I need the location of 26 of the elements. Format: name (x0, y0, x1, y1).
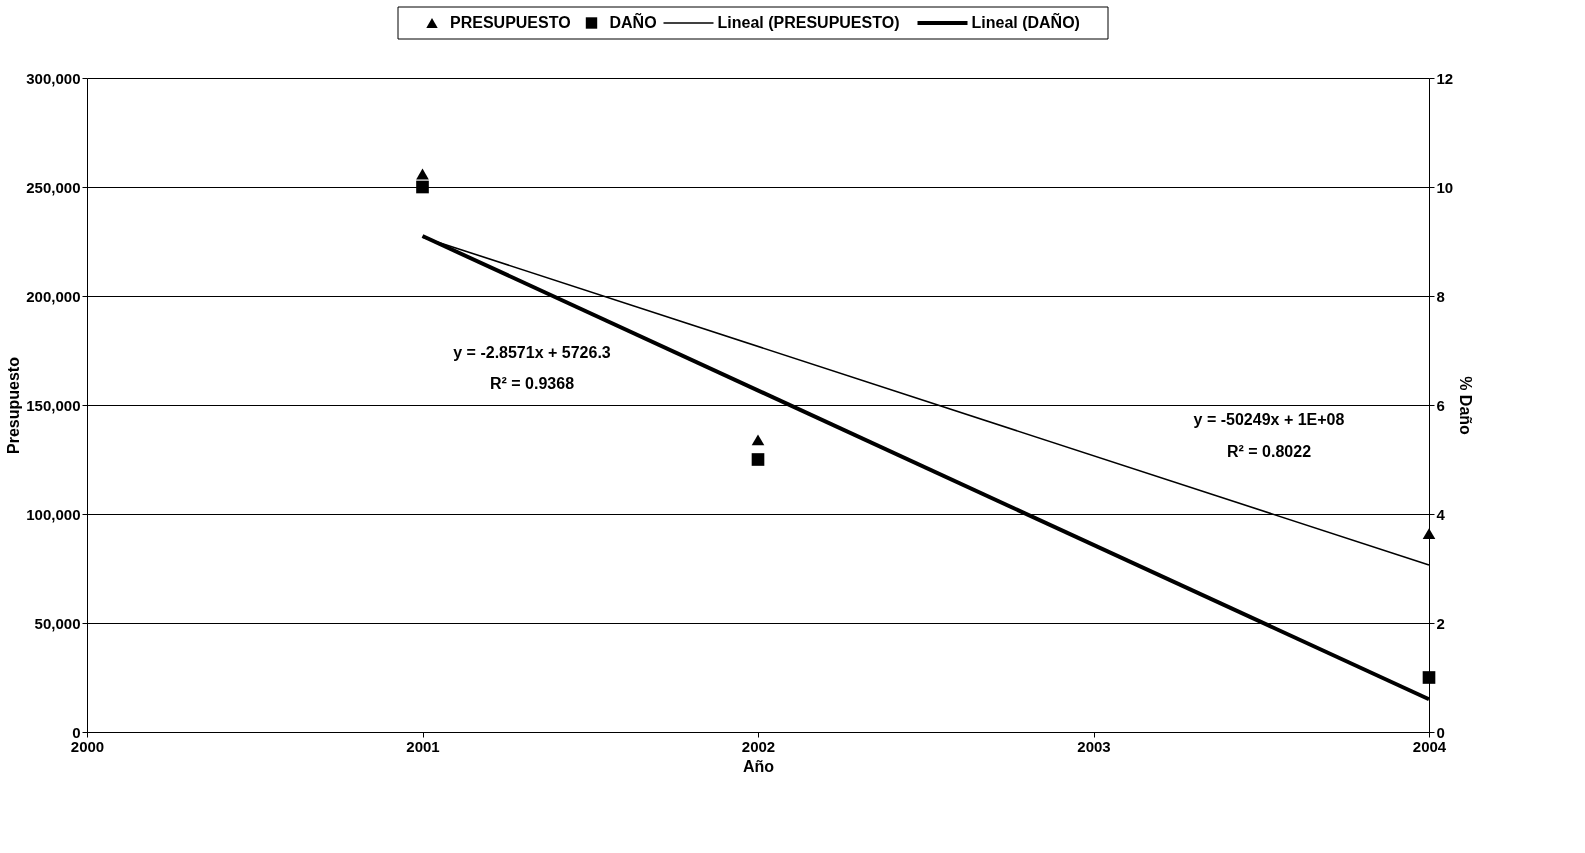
y2-tick-label: 6 (1436, 396, 1445, 414)
y-tick-label: 50,000 (34, 614, 81, 632)
y-tick-label: 300,000 (26, 69, 81, 87)
y2-axis-title: % Daño (1457, 376, 1475, 436)
x-axis-title: Año (742, 757, 775, 775)
annotation: R² = 0.9368 (489, 375, 575, 392)
y2-tick-label: 2 (1436, 614, 1445, 632)
annotation: y = -50249x + 1E+08 (1193, 411, 1345, 428)
x-tick-label: 2003 (1077, 737, 1111, 755)
y2-tick-label: 8 (1436, 287, 1445, 305)
legend-label: PRESUPUESTO (450, 14, 571, 31)
annotation: R² = 0.8022 (1226, 443, 1312, 460)
y-tick-label: 100,000 (26, 505, 81, 523)
legend-label: Lineal (PRESUPUESTO) (717, 14, 900, 31)
y-tick-label: 200,000 (26, 287, 81, 305)
y2-tick-label: 10 (1436, 178, 1454, 196)
y-tick-label: 150,000 (26, 396, 81, 414)
y-tick-label: 250,000 (26, 178, 81, 196)
legend-label: DAÑO (609, 12, 657, 31)
y2-tick-label: 12 (1436, 69, 1454, 87)
annotation: y = -2.8571x + 5726.3 (453, 344, 611, 361)
x-tick-label: 2001 (406, 737, 440, 755)
legend-label: Lineal (DAÑO) (971, 12, 1080, 31)
x-tick-label: 2002 (741, 737, 776, 755)
y-axis-title: Presupuesto (5, 356, 23, 454)
y2-tick-label: 4 (1436, 505, 1446, 523)
